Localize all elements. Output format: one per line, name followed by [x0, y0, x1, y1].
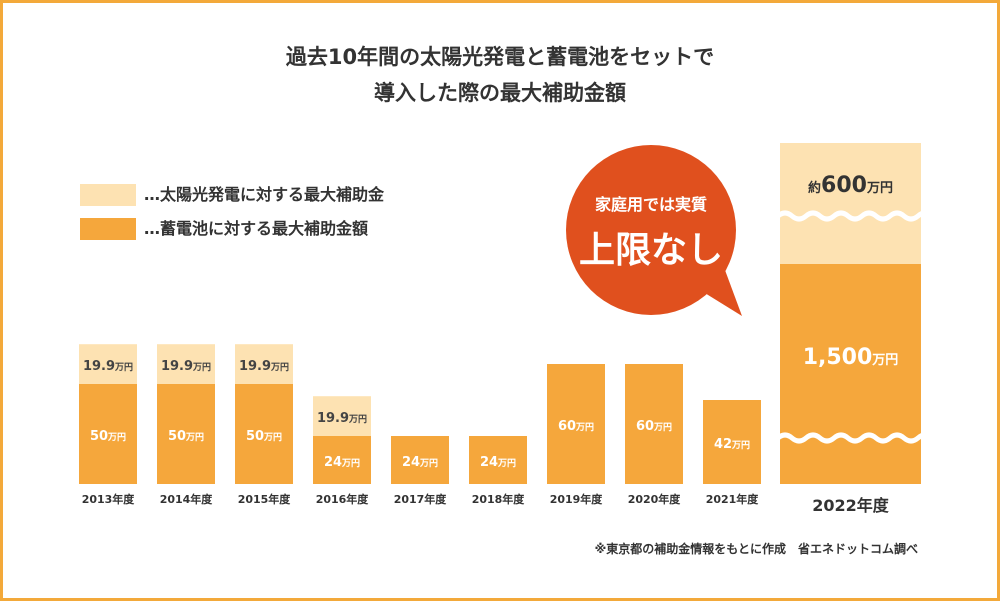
data-label-battery: 42万円 — [714, 437, 750, 452]
data-label-solar-2022: 約600万円 — [808, 173, 893, 198]
callout-tail — [700, 262, 742, 316]
bar-battery-2020年度 — [625, 364, 683, 484]
bar-solar-2022 — [780, 143, 921, 264]
x-tick-label: 2017年度 — [394, 492, 448, 506]
x-tick-label: 2021年度 — [706, 492, 760, 506]
x-tick-label: 2020年度 — [628, 492, 682, 506]
bar-solar-2014年度 — [157, 344, 215, 384]
bar-battery-2022 — [780, 264, 921, 484]
callout-text-line-2: 上限なし — [579, 230, 723, 271]
bar-battery-2013年度 — [79, 384, 137, 484]
bar-battery-2021年度 — [703, 400, 761, 484]
data-label-solar: 19.9万円 — [161, 359, 211, 374]
source-note: ※東京都の補助金情報をもとに作成 省エネドットコム調べ — [594, 542, 918, 556]
data-label-battery: 24万円 — [402, 455, 438, 470]
legend-label-solar: …太陽光発電に対する最大補助金 — [144, 185, 385, 204]
chart-title-line-2: 導入した際の最大補助金額 — [374, 81, 626, 105]
bar-solar-2016年度 — [313, 396, 371, 436]
bar-battery-2015年度 — [235, 384, 293, 484]
axis-break-wave-solar — [776, 210, 934, 222]
bar-battery-2014年度 — [157, 384, 215, 484]
data-label-battery: 60万円 — [636, 419, 672, 434]
x-tick-label: 2014年度 — [160, 492, 214, 506]
x-tick-label: 2015年度 — [238, 492, 292, 506]
data-label-battery: 50万円 — [168, 429, 204, 444]
x-tick-label: 2018年度 — [472, 492, 526, 506]
bar-battery-2018年度 — [469, 436, 527, 484]
data-label-battery: 60万円 — [558, 419, 594, 434]
bar-solar-2013年度 — [79, 344, 137, 384]
legend-swatch-battery — [80, 218, 136, 240]
data-label-solar: 19.9万円 — [239, 359, 289, 374]
x-tick-label-2022: 2022年度 — [812, 496, 890, 515]
axis-break-wave-battery — [776, 432, 934, 444]
data-label-battery-2022: 1,500万円 — [803, 345, 899, 370]
callout-bubble — [566, 145, 736, 315]
bar-battery-2016年度 — [313, 436, 371, 484]
x-tick-label: 2019年度 — [550, 492, 604, 506]
data-label-battery: 50万円 — [90, 429, 126, 444]
data-label-battery: 50万円 — [246, 429, 282, 444]
callout-text-line-1: 家庭用では実質 — [595, 195, 707, 214]
x-tick-label: 2013年度 — [82, 492, 136, 506]
bar-battery-2017年度 — [391, 436, 449, 484]
data-label-battery: 24万円 — [480, 455, 516, 470]
x-tick-label: 2016年度 — [316, 492, 370, 506]
data-label-solar: 19.9万円 — [83, 359, 133, 374]
data-label-battery: 24万円 — [324, 455, 360, 470]
data-label-solar: 19.9万円 — [317, 411, 367, 426]
legend-label-battery: …蓄電池に対する最大補助金額 — [144, 219, 369, 238]
chart-title-line-1: 過去10年間の太陽光発電と蓄電池をセットで — [285, 45, 715, 69]
bar-solar-2015年度 — [235, 344, 293, 384]
legend-swatch-solar — [80, 184, 136, 206]
bar-battery-2019年度 — [547, 364, 605, 484]
